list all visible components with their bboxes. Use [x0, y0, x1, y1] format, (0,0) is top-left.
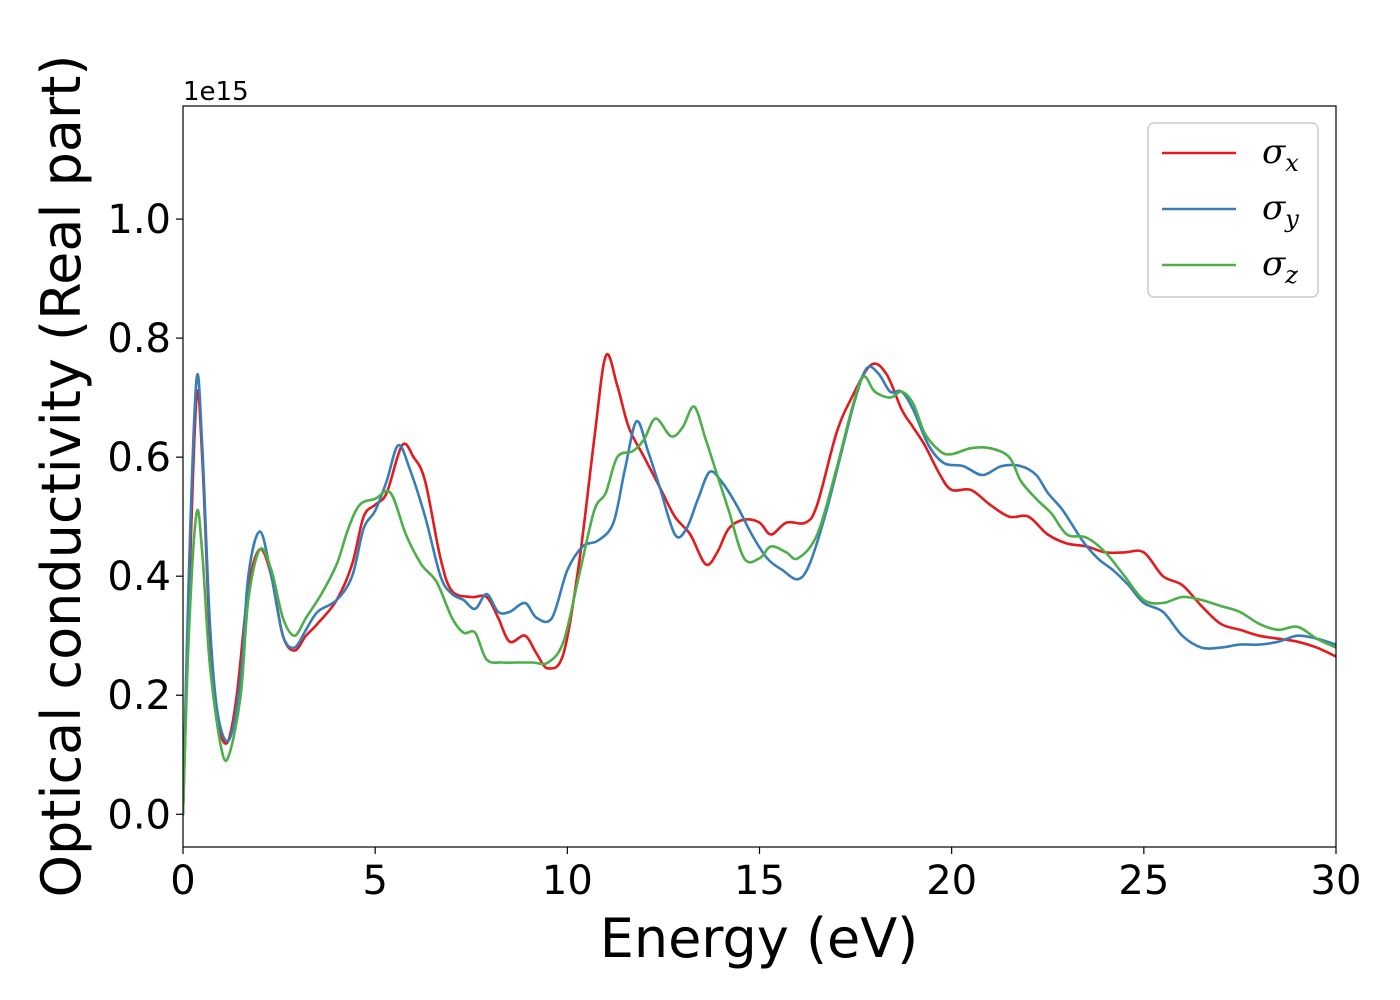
series-line-y: [183, 365, 1336, 816]
y-tick-label: 0.2: [107, 673, 171, 719]
y-axis-title: Optical conductivity (Real part): [30, 55, 93, 898]
x-tick-label: 25: [1118, 858, 1169, 904]
y-tick-label: 0.0: [107, 792, 171, 838]
x-tick-label: 0: [170, 858, 195, 904]
x-tick-label: 10: [542, 858, 593, 904]
x-tick-label: 30: [1311, 858, 1362, 904]
y-tick-label: 0.4: [107, 554, 171, 600]
y-axis: 0.0 0.2 0.4 0.6 0.8 1.0: [107, 197, 183, 838]
y-tick-label: 1.0: [107, 197, 171, 243]
y-offset-label: 1e15: [183, 77, 249, 107]
x-axis: 0 5 10 15 20 25 30: [170, 847, 1361, 904]
x-tick-label: 20: [926, 858, 977, 904]
y-tick-label: 0.8: [107, 316, 171, 362]
x-tick-label: 15: [734, 858, 785, 904]
series-layer: [183, 352, 1336, 816]
series-line-z: [183, 375, 1336, 816]
y-tick-label: 0.6: [107, 435, 171, 481]
x-tick-label: 5: [362, 858, 387, 904]
x-axis-title: Energy (eV): [600, 907, 919, 970]
